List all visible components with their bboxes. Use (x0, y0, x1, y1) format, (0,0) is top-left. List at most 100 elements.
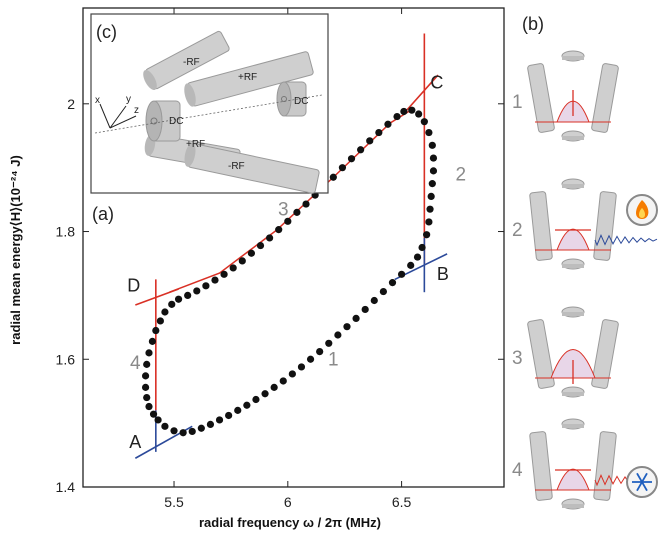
data-point (193, 287, 201, 295)
endcap-bottom-side (562, 264, 584, 268)
data-point (379, 287, 387, 296)
electrode-right (593, 191, 617, 261)
data-point (145, 349, 153, 357)
axis-z-label: z (134, 105, 139, 116)
data-point (152, 326, 160, 335)
data-point (397, 270, 406, 278)
electrode-left (527, 63, 555, 133)
data-point (206, 420, 215, 429)
data-point (370, 296, 378, 305)
data-point (161, 308, 169, 316)
trap-stage-3: 3 (512, 306, 619, 398)
data-point (426, 205, 434, 213)
data-point (154, 416, 162, 424)
data-point (428, 141, 436, 149)
data-point (343, 323, 351, 331)
data-point (429, 167, 438, 175)
corner-label-c: C (430, 73, 443, 93)
data-point (352, 314, 360, 322)
data-point (188, 427, 196, 436)
data-point (156, 317, 164, 325)
endcap-bottom-side (562, 504, 584, 508)
stage-number: 4 (512, 460, 523, 481)
flame-core (639, 208, 645, 218)
data-point (427, 192, 435, 201)
axis-x-label: x (95, 95, 100, 106)
data-point (429, 154, 438, 162)
data-point (306, 355, 315, 363)
data-point (161, 422, 169, 430)
stage-number: 2 (512, 220, 523, 241)
data-point (297, 363, 306, 371)
endcap-top-side (562, 424, 584, 428)
data-point (288, 370, 296, 378)
data-point (174, 295, 183, 303)
data-point (170, 427, 178, 435)
data-point (375, 128, 383, 137)
data-point (279, 377, 287, 385)
dc-label-left: DC (169, 116, 183, 127)
potential-curve (535, 468, 611, 491)
data-point (243, 401, 251, 409)
stroke-label-3: 3 (278, 200, 289, 221)
potential-curve (535, 228, 611, 251)
data-point (261, 390, 269, 398)
electrode-left (529, 191, 553, 261)
stroke-labels: 1 2 3 4 (130, 164, 466, 373)
data-point (384, 120, 392, 128)
data-point (149, 410, 158, 418)
data-point (420, 118, 428, 126)
stroke-label-2: 2 (455, 164, 466, 185)
x-tick-label: 6.5 (392, 494, 412, 510)
corner-labels: A B C D (127, 73, 449, 452)
data-point (334, 331, 342, 339)
y-axis-label: radial mean energy⟨H⟩(10⁻²⁴ J) (8, 155, 23, 345)
cycle-points (141, 106, 438, 437)
endcap-bottom-side (562, 136, 584, 140)
stroke-label-1: 1 (328, 350, 339, 371)
data-point (423, 231, 431, 239)
stroke-label-4: 4 (130, 353, 141, 374)
y-tick-label: 2 (67, 96, 75, 112)
data-point (225, 411, 233, 420)
endcap-bottom-side (562, 392, 584, 396)
data-point (141, 372, 150, 380)
endcap-top-side (562, 56, 584, 60)
endcap-top-side (562, 184, 584, 188)
rod-label-plus-rf-bottom: +RF (186, 139, 205, 150)
dc-label-right: DC (294, 96, 308, 107)
stage-number: 3 (512, 348, 523, 369)
electrode-left (527, 319, 555, 389)
corner-label-a: A (129, 432, 141, 452)
corner-label-b: B (437, 264, 449, 284)
data-point (143, 360, 151, 368)
data-point (145, 402, 153, 411)
data-point (184, 291, 192, 299)
data-point (325, 339, 333, 347)
data-point (284, 217, 292, 225)
data-point (393, 112, 401, 121)
data-point (229, 264, 237, 272)
data-point (252, 395, 260, 404)
y-tick-label: 1.6 (56, 351, 76, 367)
data-point (316, 348, 324, 356)
data-point (357, 146, 365, 154)
rod-label-plus-rf-top: +RF (238, 72, 257, 83)
data-point (266, 234, 274, 242)
endcap-top-side (562, 312, 584, 316)
rod-label-minus-rf-top: -RF (183, 57, 200, 68)
data-point (338, 164, 347, 172)
electrode-right (591, 319, 619, 389)
data-point (270, 383, 278, 391)
electrode-right (591, 63, 619, 133)
data-point (215, 416, 224, 424)
data-point (415, 110, 423, 118)
data-point (347, 155, 356, 163)
corner-label-d: D (127, 275, 140, 295)
data-point (202, 282, 210, 290)
data-point (408, 106, 416, 114)
trap-stage-4: 4 (512, 418, 658, 510)
data-point (168, 300, 176, 308)
data-point (141, 383, 150, 391)
